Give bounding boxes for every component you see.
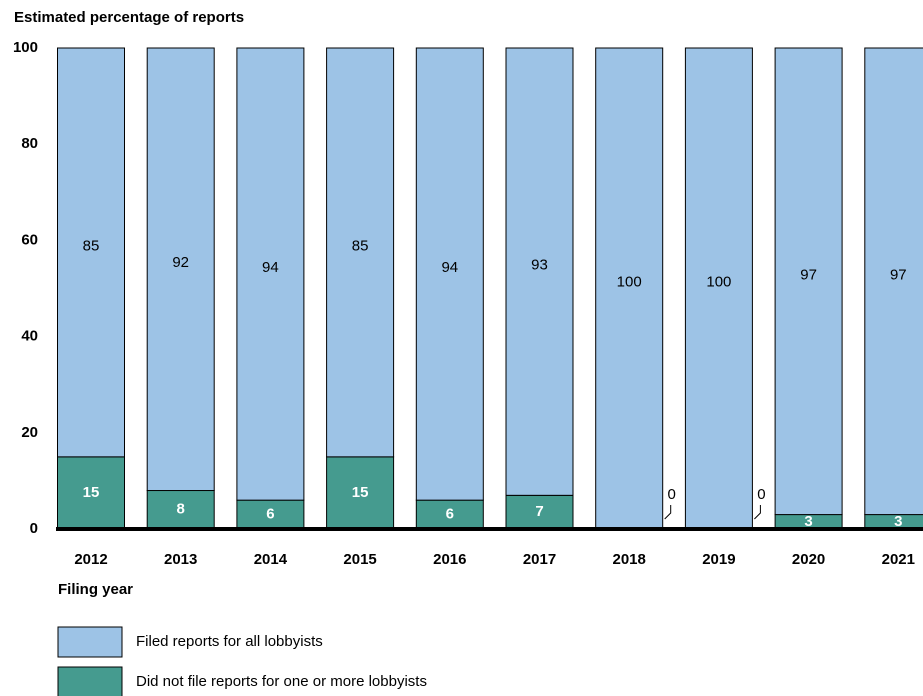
bar-segment — [505, 494, 574, 530]
value-label: 97 — [890, 266, 907, 283]
value-label: 100 — [617, 273, 642, 290]
bar-segment — [684, 47, 753, 530]
bar-segment — [415, 47, 484, 501]
label-arrow — [754, 505, 761, 520]
value-label: 85 — [352, 237, 369, 254]
x-tick-label: 2017 — [523, 551, 556, 568]
value-label: 6 — [446, 506, 454, 523]
value-label: 85 — [83, 237, 100, 254]
legend-label: Did not file reports for one or more lob… — [136, 673, 427, 690]
value-label: 93 — [531, 257, 548, 274]
bar-segment — [774, 47, 843, 516]
value-label: 8 — [177, 501, 185, 518]
bar-segment — [57, 456, 125, 530]
value-label: 0 — [757, 486, 765, 503]
x-tick-label: 2013 — [164, 551, 197, 568]
y-tick-label: 80 — [21, 135, 38, 152]
value-label: 97 — [800, 266, 817, 283]
bar-segment — [595, 47, 664, 530]
value-label: 6 — [266, 506, 274, 523]
x-tick-label: 2021 — [882, 551, 915, 568]
y-tick-label: 40 — [21, 328, 38, 345]
legend-swatch — [57, 666, 123, 696]
x-tick-label: 2018 — [613, 551, 646, 568]
x-tick-label: 2012 — [74, 551, 107, 568]
bar-segment — [326, 47, 395, 458]
x-tick-label: 2015 — [343, 551, 376, 568]
label-arrow — [664, 505, 672, 520]
y-tick-label: 60 — [21, 231, 38, 248]
y-axis-label: Estimated percentage of reports — [14, 9, 244, 26]
value-label: 94 — [441, 259, 458, 276]
value-label: 3 — [894, 513, 902, 530]
bar-segment — [864, 47, 923, 516]
value-label: 0 — [668, 486, 676, 503]
bar-segment — [146, 47, 215, 492]
bar-segment — [57, 47, 125, 458]
value-label: 15 — [352, 484, 369, 501]
x-tick-label: 2016 — [433, 551, 466, 568]
legend-label: Filed reports for all lobbyists — [136, 633, 323, 650]
value-label: 92 — [172, 254, 189, 271]
bar-segment — [505, 47, 574, 496]
y-tick-label: 0 — [30, 520, 38, 537]
value-label: 3 — [804, 513, 812, 530]
y-tick-label: 100 — [13, 39, 38, 56]
value-label: 100 — [706, 273, 731, 290]
legend-swatch — [57, 626, 123, 658]
x-tick-label: 2020 — [792, 551, 825, 568]
value-label: 94 — [262, 259, 279, 276]
x-tick-label: 2014 — [254, 551, 288, 568]
value-label: 7 — [535, 503, 543, 520]
bar-segment — [236, 47, 305, 501]
x-tick-label: 2019 — [702, 551, 735, 568]
y-tick-label: 20 — [21, 424, 38, 441]
value-label: 15 — [83, 484, 100, 501]
x-axis-label: Filing year — [58, 581, 133, 598]
